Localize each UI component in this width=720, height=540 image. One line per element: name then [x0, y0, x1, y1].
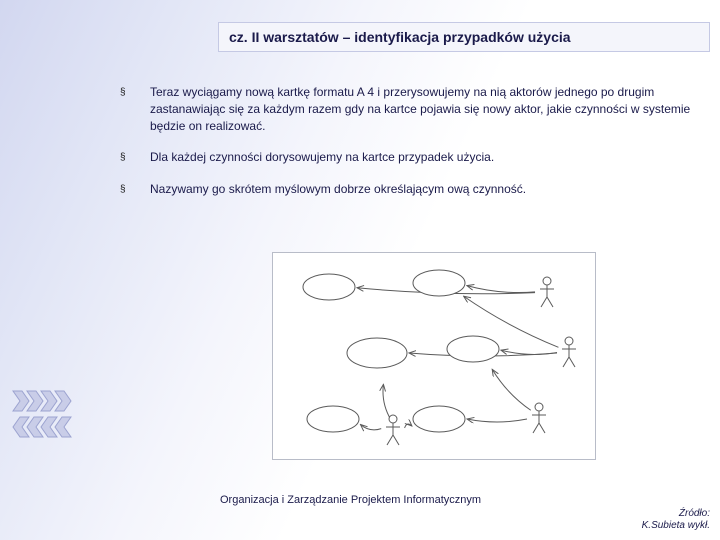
- bullet-text: Nazywamy go skrótem myślowym dobrze okre…: [150, 181, 526, 198]
- chevron-left-group: [12, 416, 68, 443]
- slide-title: cz. II warsztatów – identyfikacja przypa…: [229, 29, 571, 45]
- source-citation: Źródło: K.Subieta wykł.: [642, 508, 710, 532]
- bullet-icon: §: [120, 181, 150, 199]
- chevron-left-icon: [54, 416, 72, 438]
- bullet-icon: §: [120, 84, 150, 102]
- chevron-right-group: [12, 390, 68, 417]
- bullet-text: Dla każdej czynności dorysowujemy na kar…: [150, 149, 494, 166]
- source-line: Źródło:: [679, 508, 710, 519]
- source-line: K.Subieta wykł.: [642, 520, 710, 531]
- slide-title-bar: cz. II warsztatów – identyfikacja przypa…: [218, 22, 710, 52]
- footer-text: Organizacja i Zarządzanie Projektem Info…: [220, 494, 481, 506]
- list-item: § Nazywamy go skrótem myślowym dobrze ok…: [120, 181, 700, 199]
- bullet-icon: §: [120, 149, 150, 167]
- usecase-diagram: [272, 252, 596, 460]
- diagram-svg: [273, 253, 597, 461]
- bullet-text: Teraz wyciągamy nową kartkę formatu A 4 …: [150, 84, 700, 135]
- list-item: § Teraz wyciągamy nową kartkę formatu A …: [120, 84, 700, 135]
- chevron-right-icon: [54, 390, 72, 412]
- bullet-list: § Teraz wyciągamy nową kartkę formatu A …: [120, 84, 700, 213]
- list-item: § Dla każdej czynności dorysowujemy na k…: [120, 149, 700, 167]
